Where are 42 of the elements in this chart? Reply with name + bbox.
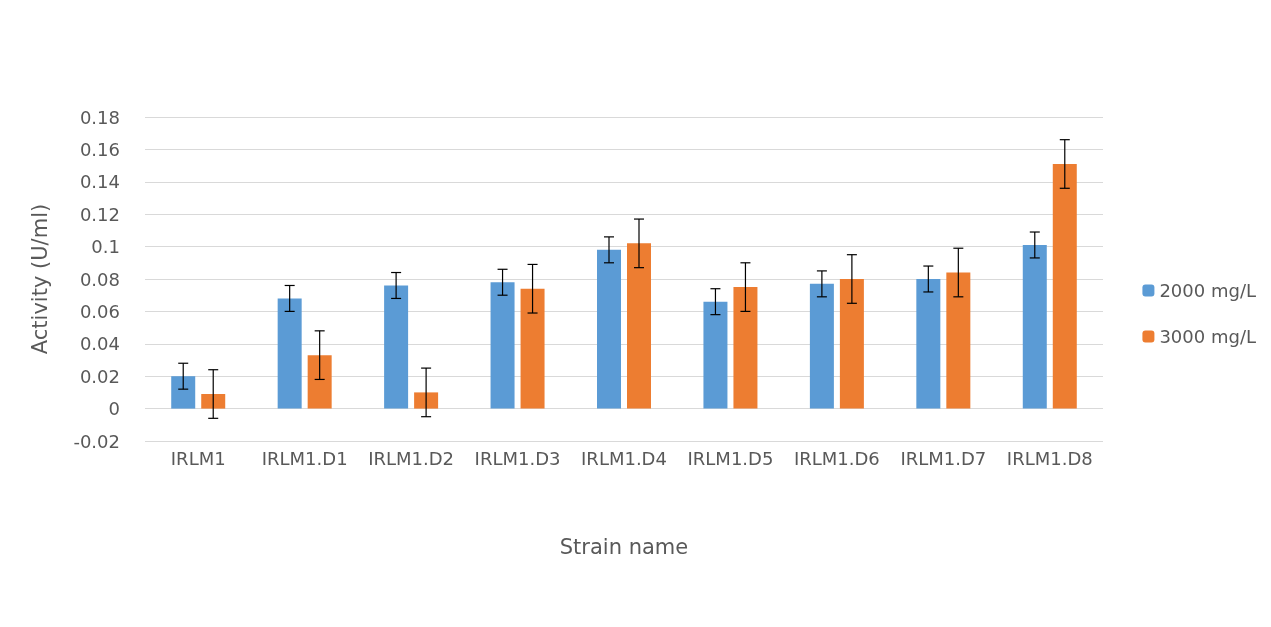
x-tick-label: IRLM1.D2 bbox=[368, 447, 455, 469]
y-tick-label: 0.12 bbox=[79, 203, 120, 225]
bar bbox=[171, 376, 196, 409]
x-tick-label: IRLM1.D6 bbox=[793, 447, 880, 469]
legend-label: 3000 mg/L bbox=[1159, 326, 1257, 347]
y-tick-label: 0.16 bbox=[79, 138, 120, 160]
y-tick-label: 0.14 bbox=[79, 171, 120, 193]
y-tick-label: 0 bbox=[108, 398, 120, 420]
x-tick-label: IRLM1 bbox=[170, 447, 226, 469]
y-tick-label: -0.02 bbox=[73, 430, 120, 452]
bar bbox=[703, 301, 728, 409]
y-tick-label: 0.02 bbox=[79, 365, 120, 387]
x-tick-label: IRLM1.D1 bbox=[261, 447, 348, 469]
bar bbox=[414, 392, 439, 409]
x-tick-label: IRLM1.D7 bbox=[900, 447, 987, 469]
y-tick-label: 0.1 bbox=[91, 236, 120, 258]
x-axis-title: Strain name bbox=[559, 534, 689, 559]
bar bbox=[277, 298, 302, 409]
x-tick-label: IRLM1.D4 bbox=[581, 447, 667, 469]
x-tick-label: IRLM1.D3 bbox=[474, 447, 561, 469]
bar bbox=[627, 243, 651, 409]
y-tick-label: 0.04 bbox=[79, 333, 120, 355]
bar bbox=[490, 282, 515, 409]
bar bbox=[809, 283, 834, 409]
x-tick-label: IRLM1.D8 bbox=[1006, 447, 1093, 469]
x-tick-label: IRLM1.D5 bbox=[687, 447, 774, 469]
bar bbox=[520, 288, 545, 409]
bar bbox=[839, 279, 864, 409]
y-axis-title: Activity (U/ml) bbox=[27, 203, 52, 355]
bar bbox=[733, 287, 758, 409]
bar bbox=[307, 355, 332, 409]
y-tick-label: 0.18 bbox=[79, 106, 120, 128]
legend-label: 2000 mg/L bbox=[1159, 280, 1257, 301]
bar bbox=[201, 394, 226, 409]
y-tick-label: 0.06 bbox=[79, 300, 120, 322]
bar bbox=[1052, 163, 1077, 409]
bar bbox=[1022, 244, 1047, 409]
bar bbox=[384, 285, 409, 409]
bar bbox=[597, 249, 621, 409]
bar bbox=[916, 279, 941, 409]
y-tick-label: 0.08 bbox=[79, 268, 120, 290]
bar bbox=[946, 272, 971, 409]
